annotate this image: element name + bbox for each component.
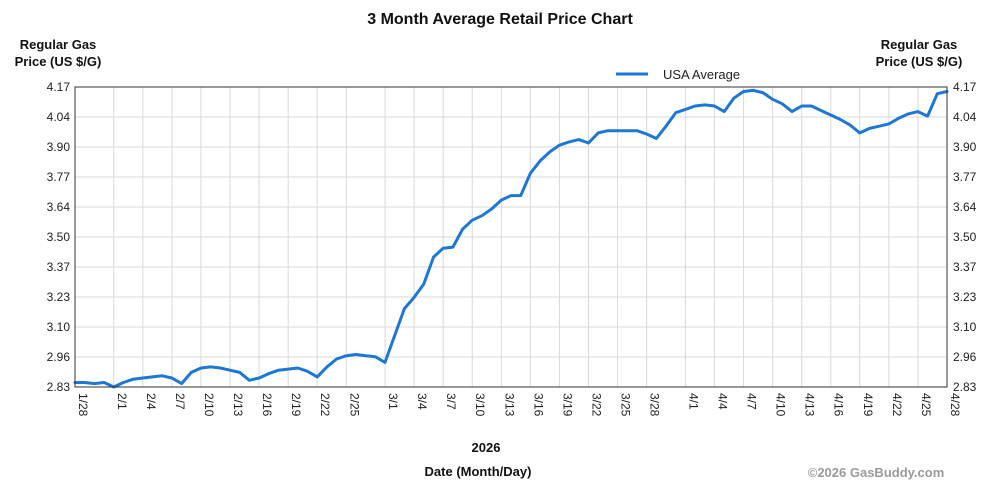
y-tick-label-left: 3.90 xyxy=(47,140,71,154)
y-tick-label-right: 2.96 xyxy=(953,350,977,364)
grid xyxy=(74,86,948,388)
plot-frame xyxy=(74,86,948,388)
y-tick-label-right: 3.37 xyxy=(953,260,977,274)
y-tick-label-left: 2.96 xyxy=(47,350,71,364)
x-tick-label: 2/25 xyxy=(347,393,361,417)
y-tick-label-left: 2.83 xyxy=(47,380,71,394)
x-tick-label: 4/22 xyxy=(890,393,904,417)
x-tick-label: 3/28 xyxy=(648,393,662,417)
x-tick-label: 3/4 xyxy=(415,393,429,410)
legend-label-usa-average: USA Average xyxy=(663,67,740,82)
x-tick-label: 4/1 xyxy=(686,393,700,410)
y-tick-label-left: 3.77 xyxy=(47,170,71,184)
x-tick-label: 4/4 xyxy=(715,393,729,410)
credit-text: ©2026 GasBuddy.com xyxy=(808,465,945,480)
x-tick-label: 3/22 xyxy=(590,393,604,417)
x-tick-label: 2/13 xyxy=(231,393,245,417)
x-axis-label: Date (Month/Day) xyxy=(425,464,532,479)
y-tick-label-right: 3.64 xyxy=(953,200,977,214)
y-tick-label-left: 3.64 xyxy=(47,200,71,214)
y-tick-label-right: 4.17 xyxy=(953,80,977,94)
x-tick-label: 3/1 xyxy=(386,393,400,410)
y-ticks-right: 2.83 2.96 3.10 3.23 3.37 3.50 3.64 3.77 3.90 4.04… xyxy=(953,80,977,394)
y-tick-label-left: 3.37 xyxy=(47,260,71,274)
x-tick-label: 3/7 xyxy=(444,393,458,410)
y-tick-label-right: 3.10 xyxy=(953,320,977,334)
x-ticks: 1/28 2/1 2/4 2/7 2/10 2/13 2/16 2/19 2/22 2/25 3/1… xyxy=(76,393,962,417)
y-tick-label-right: 3.50 xyxy=(953,230,977,244)
y-tick-label-left: 4.17 xyxy=(47,80,71,94)
y-ticks-left: 2.83 2.96 3.10 3.23 3.37 3.50 3.64 3.77 3.90 4.04… xyxy=(47,80,71,394)
series-line-usa-average xyxy=(73,88,949,389)
x-tick-label: 3/10 xyxy=(473,393,487,417)
y-axis-label-left-line-1: Regular Gas xyxy=(20,37,97,52)
x-tick-label: 2/19 xyxy=(289,393,303,417)
x-tick-label: 4/7 xyxy=(745,393,759,410)
y-tick-label-right: 3.90 xyxy=(953,140,977,154)
x-tick-label: 2/22 xyxy=(318,393,332,417)
x-tick-label: 4/16 xyxy=(832,393,846,417)
x-tick-label: 4/10 xyxy=(774,393,788,417)
y-tick-label-right: 4.04 xyxy=(953,110,977,124)
y-tick-label-right: 2.83 xyxy=(953,380,977,394)
y-axis-label-right-line-2: Price (US $/G) xyxy=(876,54,963,69)
x-tick-label: 4/25 xyxy=(919,393,933,417)
x-tick-label: 4/28 xyxy=(948,393,962,417)
legend: USA Average xyxy=(616,67,740,82)
y-tick-label-left: 3.23 xyxy=(47,290,71,304)
y-tick-label-left: 3.50 xyxy=(47,230,71,244)
x-tick-label: 3/13 xyxy=(502,393,516,417)
x-tick-label: 3/16 xyxy=(531,393,545,417)
x-tick-label: 4/19 xyxy=(861,393,875,417)
x-tick-label: 2/4 xyxy=(144,393,158,410)
chart-title: 3 Month Average Retail Price Chart xyxy=(367,11,633,28)
x-tick-label: 1/28 xyxy=(76,393,90,417)
x-axis-year-label: 2026 xyxy=(472,440,501,455)
y-axis-label-left-line-2: Price (US $/G) xyxy=(15,54,102,69)
y-tick-label-left: 4.04 xyxy=(47,110,71,124)
x-tick-label: 2/16 xyxy=(260,393,274,417)
x-tick-label: 3/19 xyxy=(560,393,574,417)
y-tick-label-right: 3.77 xyxy=(953,170,977,184)
x-tick-label: 2/10 xyxy=(202,393,216,417)
y-tick-label-right: 3.23 xyxy=(953,290,977,304)
x-tick-label: 4/13 xyxy=(803,393,817,417)
x-tick-label: 3/25 xyxy=(619,393,633,417)
y-axis-label-right-line-1: Regular Gas xyxy=(881,37,958,52)
x-tick-label: 2/1 xyxy=(115,393,129,410)
x-tick-label: 2/7 xyxy=(173,393,187,410)
y-tick-label-left: 3.10 xyxy=(47,320,71,334)
